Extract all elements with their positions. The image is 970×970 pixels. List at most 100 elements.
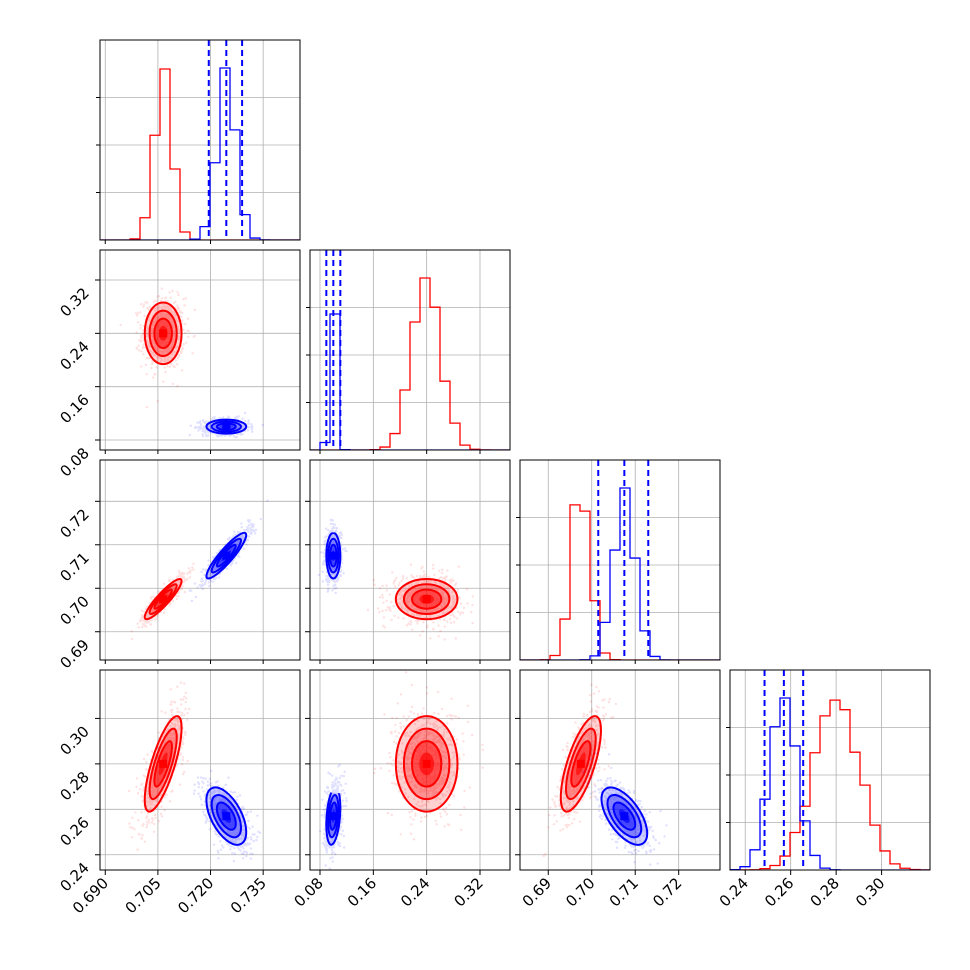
scatter-point (167, 754, 171, 757)
scatter-point (241, 535, 245, 539)
scatter-point (442, 599, 445, 603)
scatter-point (209, 573, 213, 576)
scatter-point (240, 522, 243, 525)
scatter-point (213, 578, 216, 581)
scatter-point (442, 612, 445, 615)
scatter-point (202, 420, 205, 424)
scatter-point (331, 535, 334, 539)
scatter-point (401, 606, 404, 609)
scatter-point (179, 571, 182, 575)
scatter-point (432, 627, 435, 631)
scatter-point (431, 609, 434, 613)
scatter-point (332, 584, 335, 588)
scatter-point (250, 531, 253, 534)
scatter-point (163, 357, 167, 360)
density-peak-red (159, 595, 168, 604)
scatter-point (157, 294, 161, 298)
scatter-point (176, 291, 179, 294)
scatter-point (204, 569, 207, 572)
scatter-point (202, 568, 205, 571)
scatter-point (236, 542, 240, 546)
scatter-point (140, 615, 144, 618)
scatter-point (143, 314, 146, 318)
scatter-point (422, 621, 425, 624)
scatter-point (407, 594, 410, 597)
scatter-point (201, 434, 205, 438)
scatter-point (342, 572, 345, 575)
scatter-point (219, 561, 223, 564)
scatter-point (218, 416, 221, 420)
scatter-point (145, 621, 148, 625)
scatter-point (173, 732, 176, 736)
scatter-point (145, 615, 149, 619)
scatter-point (165, 306, 168, 310)
scatter-point (340, 536, 343, 540)
scatter-point (156, 783, 159, 786)
scatter-point (219, 425, 222, 428)
scatter-point (231, 425, 234, 429)
scatter-point (259, 517, 262, 521)
scatter-point (332, 525, 335, 529)
scatter-point (165, 745, 169, 749)
histogram-red (100, 68, 300, 240)
scatter-point (151, 327, 154, 331)
scatter-point (167, 356, 170, 359)
scatter-point (372, 578, 375, 582)
scatter-point (158, 340, 162, 343)
scatter-point (405, 609, 409, 613)
scatter-point (429, 610, 433, 613)
scatter-point (189, 569, 192, 572)
scatter-point (180, 585, 184, 588)
scatter-point (173, 739, 176, 742)
scatter-point (409, 592, 412, 595)
scatter-point (204, 420, 207, 423)
scatter-point (193, 334, 196, 338)
scatter-point (411, 628, 414, 631)
scatter-point (229, 564, 232, 567)
scatter-point (247, 422, 250, 425)
scatter-point (180, 311, 184, 314)
scatter-point (248, 527, 252, 530)
scatter-point (164, 793, 167, 797)
scatter-point (170, 362, 173, 366)
scatter-point (214, 567, 218, 571)
scatter-point (157, 307, 160, 311)
scatter-point (209, 579, 213, 582)
scatter-point (182, 737, 185, 740)
scatter-point (458, 597, 461, 600)
scatter-point (261, 423, 264, 427)
scatter-point (223, 434, 227, 437)
scatter-point (171, 382, 175, 386)
scatter-point (392, 580, 396, 583)
scatter-point (180, 587, 183, 590)
scatter-point (145, 356, 149, 360)
scatter-point (142, 343, 145, 346)
scatter-point (429, 637, 432, 640)
scatter-point (176, 356, 180, 360)
scatter-point (435, 586, 438, 590)
scatter-point (441, 600, 445, 603)
scatter-point (416, 582, 420, 585)
scatter-point (415, 602, 419, 605)
scatter-point (378, 587, 382, 590)
scatter-point (221, 416, 225, 419)
scatter-point (163, 808, 166, 812)
scatter-point (423, 573, 427, 576)
scatter-point (208, 424, 212, 427)
scatter-point (136, 312, 140, 315)
scatter-point (177, 580, 180, 584)
scatter-point (151, 335, 154, 339)
scatter-point (171, 341, 174, 344)
scatter-point (147, 818, 151, 821)
scatter-point (337, 576, 340, 579)
scatter-point (225, 567, 229, 570)
scatter-point (331, 567, 335, 571)
scatter-point (235, 415, 239, 419)
scatter-point (161, 312, 165, 316)
scatter-point (145, 625, 148, 628)
scatter-point (171, 599, 175, 602)
scatter-point (392, 604, 395, 608)
scatter-point (204, 579, 207, 583)
scatter-point (164, 315, 167, 318)
density-peak-red (422, 595, 431, 604)
